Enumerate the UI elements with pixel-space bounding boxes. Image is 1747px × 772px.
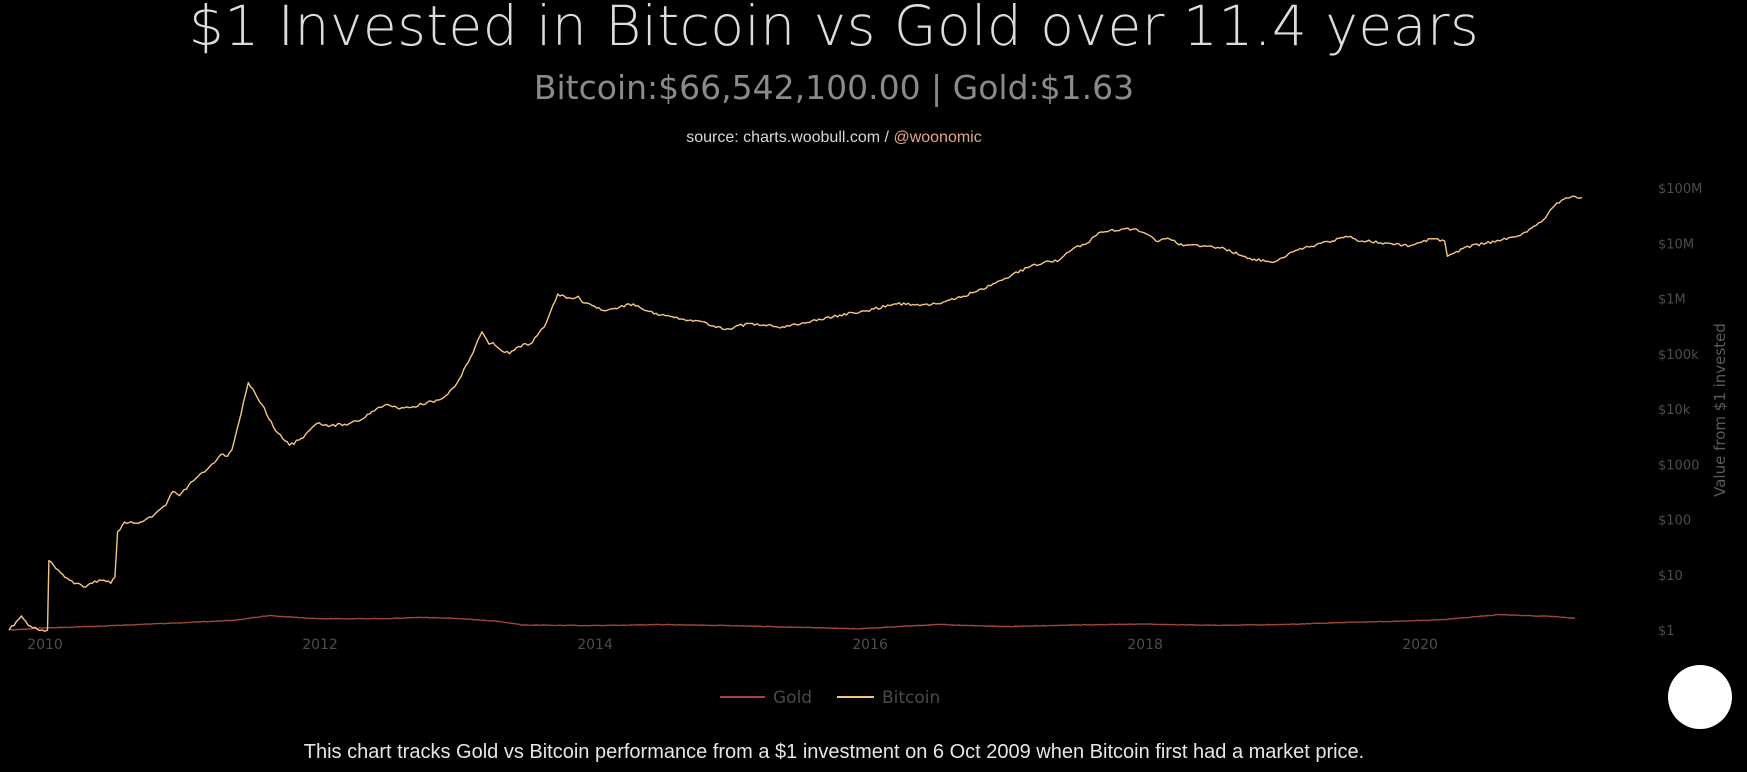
y-axis-title: Value from $1 invested	[1711, 323, 1729, 497]
source-prefix: source: charts.woobull.com /	[686, 129, 894, 146]
series-layer	[8, 195, 1583, 632]
y-axis: $1 $10 $100 $1000 $10k $100k $1M $10M $100M	[1658, 182, 1702, 639]
floating-action-button[interactable]	[1668, 665, 1732, 729]
y-tick-label: $100M	[1658, 182, 1702, 197]
series-line-bitcoin[interactable]	[8, 195, 1583, 632]
x-tick-label: 2020	[1402, 637, 1438, 653]
x-axis: 2010 2012 2014 2016 2018 2020	[27, 637, 1438, 653]
x-tick-label: 2014	[577, 637, 613, 653]
y-tick-label: $1000	[1658, 458, 1699, 473]
legend-bitcoin-label: Bitcoin	[882, 688, 940, 708]
page-title: $1 Invested in Bitcoin vs Gold over 11.4…	[188, 0, 1480, 58]
x-tick-label: 2010	[27, 637, 63, 653]
y-tick-label: $100k	[1658, 348, 1699, 363]
legend-item-bitcoin[interactable]: Bitcoin	[837, 688, 940, 708]
y-tick-label: $10	[1658, 569, 1683, 584]
source-line: source: charts.woobull.com / @woonomic	[0, 129, 1668, 147]
y-tick-label: $100	[1658, 514, 1691, 529]
footer-note: This chart tracks Gold vs Bitcoin perfor…	[303, 741, 1365, 763]
y-tick-label: $1	[1658, 624, 1675, 639]
series-line-gold[interactable]	[8, 613, 1576, 631]
x-tick-label: 2018	[1127, 637, 1163, 653]
legend-gold-label: Gold	[773, 688, 812, 708]
x-tick-label: 2016	[852, 637, 888, 653]
x-tick-label: 2012	[302, 637, 338, 653]
legend-item-gold[interactable]: Gold	[720, 688, 812, 708]
y-tick-label: $10k	[1658, 403, 1691, 418]
y-tick-label: $1M	[1658, 293, 1686, 308]
legend: Gold Bitcoin	[720, 688, 940, 708]
source-handle-link[interactable]: @woonomic	[893, 129, 982, 146]
y-tick-label: $10M	[1658, 237, 1694, 252]
page-subtitle: Bitcoin:$66,542,100.00 | Gold:$1.63	[533, 68, 1135, 107]
